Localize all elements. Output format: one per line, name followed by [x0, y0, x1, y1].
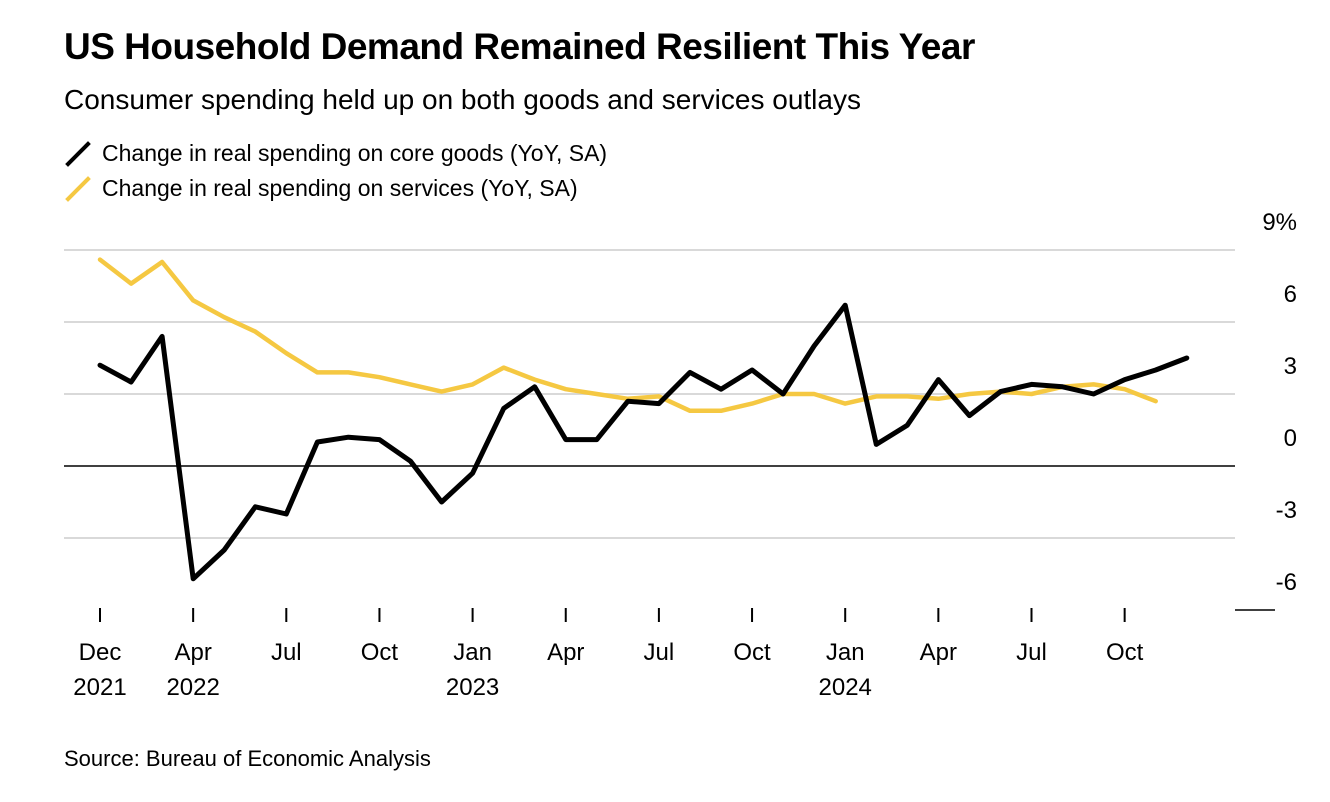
- y-axis-ticks: 9% 6 3 0 -3 -6: [1262, 209, 1297, 596]
- y-tick-label: 0: [1284, 425, 1297, 452]
- x-tick-label: Jan: [453, 639, 492, 666]
- x-tick-label: Oct: [361, 639, 399, 666]
- legend-swatch-services-icon: [65, 175, 91, 202]
- x-tick-label: Oct: [1106, 639, 1144, 666]
- legend-item-services: Change in real spending on services (YoY…: [64, 171, 607, 206]
- x-tick-year-label: 2023: [446, 674, 499, 701]
- chart-title: US Household Demand Remained Resilient T…: [64, 26, 975, 67]
- y-tick-label: 9%: [1262, 209, 1297, 236]
- series-line-core-goods: [97, 302, 1190, 582]
- grid-layer: [64, 249, 1275, 611]
- x-tick-label: Apr: [547, 639, 584, 666]
- x-tick-label: Dec: [79, 639, 122, 666]
- y-tick-label: -6: [1276, 569, 1297, 596]
- x-tick-label: Jul: [644, 639, 675, 666]
- source-note: Source: Bureau of Economic Analysis: [64, 746, 431, 771]
- y-tick-label: -3: [1276, 497, 1297, 524]
- legend-label-services: Change in real spending on services (YoY…: [102, 175, 578, 201]
- x-axis: Dec 2021 Apr 2022 Jul Oct Jan 2023 Apr Jul Oct Jan 2…: [73, 608, 1144, 701]
- x-tick-label: Jul: [1016, 639, 1047, 666]
- x-tick-label: Apr: [174, 639, 211, 666]
- x-tick-year-label: 2024: [819, 674, 872, 701]
- series-line-services: [97, 257, 1158, 414]
- x-tick-label: Oct: [733, 639, 771, 666]
- series-layer: [97, 257, 1190, 582]
- chart-subtitle: Consumer spending held up on both goods …: [64, 84, 861, 115]
- x-tick-label: Jul: [271, 639, 302, 666]
- legend-item-goods: Change in real spending on core goods (Y…: [64, 136, 607, 171]
- x-tick-label: Jan: [826, 639, 865, 666]
- x-tick-label: Apr: [920, 639, 957, 666]
- y-tick-label: 3: [1284, 353, 1297, 380]
- x-tick-year-label: 2021: [73, 674, 126, 701]
- x-tick-year-label: 2022: [166, 674, 219, 701]
- legend: Change in real spending on core goods (Y…: [64, 136, 607, 206]
- legend-swatch-goods-icon: [65, 140, 91, 167]
- legend-label-goods: Change in real spending on core goods (Y…: [102, 140, 608, 166]
- y-tick-label: 6: [1284, 281, 1297, 308]
